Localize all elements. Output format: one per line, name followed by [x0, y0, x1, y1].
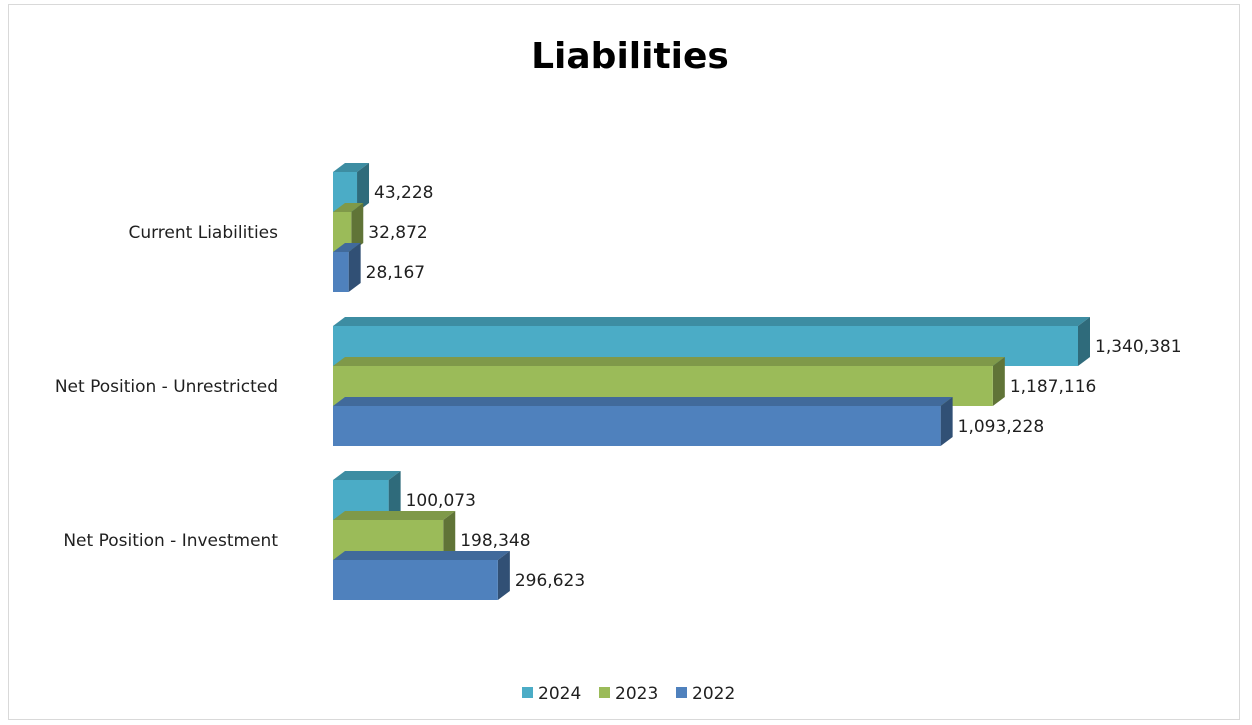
bar [333, 551, 510, 600]
legend-item: 2024 [522, 684, 581, 704]
bar-top-face [333, 397, 953, 406]
bar-side-face [1078, 317, 1090, 366]
bar-side-face [940, 397, 953, 446]
labels-layer: Current Liabilities 43,228 32,872 28,167 Net… [55, 183, 1182, 591]
data-label: 1,187,116 [1010, 377, 1097, 397]
bar-top-face [333, 551, 510, 560]
data-label: 43,228 [374, 183, 433, 203]
bar-side-face [497, 551, 510, 600]
category-label: Net Position - Investment [63, 531, 278, 551]
legend-item: 2022 [676, 684, 735, 704]
bar-side-face [357, 163, 370, 212]
legend-label: 2024 [538, 684, 581, 704]
bar-front-face [333, 212, 352, 252]
bar-top-face [333, 317, 1090, 326]
bar-top-face [333, 511, 456, 520]
bar-top-face [333, 471, 401, 480]
bar-top-face [333, 243, 361, 252]
bar-side-face [351, 203, 364, 252]
legend-label: 2023 [615, 684, 658, 704]
legend-item: 2023 [599, 684, 658, 704]
data-label: 28,167 [366, 263, 425, 283]
legend-swatch [676, 687, 687, 698]
category-label: Current Liabilities [128, 223, 278, 243]
category-label: Net Position - Unrestricted [55, 377, 278, 397]
data-label: 1,093,228 [958, 417, 1045, 437]
chart-title: Liabilities [531, 36, 729, 77]
bar [333, 397, 953, 446]
bar-side-face [992, 357, 1005, 406]
data-label: 1,340,381 [1095, 337, 1182, 357]
legend: 2024 2023 2022 [522, 684, 735, 704]
data-label: 198,348 [460, 531, 530, 551]
bar [333, 203, 364, 252]
bar-top-face [333, 203, 364, 212]
bar-top-face [333, 357, 1005, 366]
legend-label: 2022 [692, 684, 735, 704]
legend-swatch [522, 687, 533, 698]
bar [333, 243, 361, 292]
bar-side-face [388, 471, 401, 520]
data-label: 32,872 [368, 223, 427, 243]
data-label: 296,623 [515, 571, 585, 591]
bar-side-face [443, 511, 456, 560]
bar-front-face [333, 252, 349, 292]
legend-swatch [599, 687, 610, 698]
bar-side-face [348, 243, 361, 292]
bar-top-face [333, 163, 370, 172]
bar-front-face [333, 560, 498, 600]
bar [333, 163, 370, 212]
bars-layer [333, 163, 1090, 600]
data-label: 100,073 [406, 491, 476, 511]
bar-front-face [333, 406, 941, 446]
